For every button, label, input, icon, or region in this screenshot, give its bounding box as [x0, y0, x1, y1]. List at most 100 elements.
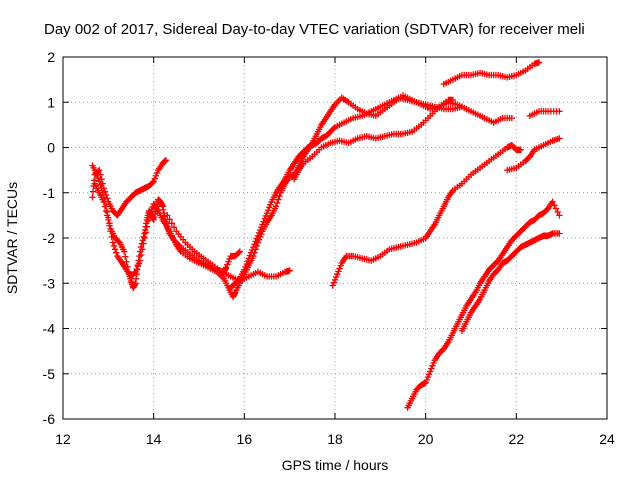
data-point	[242, 263, 249, 271]
data-point	[329, 282, 336, 289]
series-7	[440, 59, 543, 88]
data-point	[140, 240, 147, 247]
data-point	[96, 178, 103, 185]
data-point	[286, 267, 293, 274]
data-point	[276, 192, 283, 200]
data-point	[549, 198, 556, 205]
data-point	[430, 359, 437, 367]
data-point	[131, 269, 138, 277]
x-tick-label: 16	[237, 431, 253, 447]
series-6	[291, 96, 457, 183]
data-point	[111, 246, 119, 253]
data-point	[138, 251, 145, 259]
data-point	[254, 232, 262, 239]
y-axis-label: SDTVAR / TECUs	[4, 182, 20, 294]
data-point	[135, 260, 143, 267]
x-axis-label: GPS time / hours	[282, 457, 389, 473]
data-point	[275, 196, 282, 203]
y-tick-label: -2	[43, 230, 56, 246]
series-1	[89, 156, 170, 219]
data-point	[262, 212, 270, 220]
data-point	[104, 195, 111, 202]
data-point	[132, 268, 139, 276]
data-point	[168, 220, 175, 227]
data-point	[102, 207, 110, 215]
data-point	[223, 264, 230, 271]
x-tick-label: 12	[55, 431, 71, 447]
x-tick-label: 14	[146, 431, 162, 447]
chart-title: Day 002 of 2017, Sidereal Day-to-day VTE…	[44, 21, 585, 38]
x-tick-label: 22	[509, 431, 525, 447]
plot-area	[89, 59, 563, 411]
data-point	[252, 238, 259, 245]
series-8	[329, 142, 525, 289]
y-tick-label: -3	[43, 275, 56, 291]
data-point	[241, 266, 248, 273]
series-11	[404, 198, 563, 411]
data-point	[336, 265, 343, 272]
data-point	[267, 201, 274, 208]
data-point	[255, 229, 263, 237]
data-point	[428, 365, 435, 372]
data-point	[425, 371, 433, 378]
data-point	[108, 233, 115, 241]
data-point	[101, 203, 109, 210]
data-point	[272, 203, 280, 210]
data-point	[517, 146, 525, 153]
data-point	[93, 171, 101, 178]
data-point	[106, 222, 113, 229]
data-point	[147, 209, 154, 216]
data-point	[330, 279, 338, 286]
data-point	[556, 108, 563, 115]
data-point	[110, 242, 118, 250]
data-point	[224, 261, 231, 268]
data-point	[145, 212, 153, 219]
data-point	[243, 260, 250, 268]
data-point	[153, 169, 161, 177]
data-point	[164, 212, 171, 219]
data-point	[123, 258, 130, 265]
data-point	[89, 194, 96, 201]
data-point	[253, 235, 260, 242]
series-5	[227, 94, 466, 291]
data-point	[100, 198, 107, 205]
data-point	[250, 243, 257, 251]
data-point	[94, 174, 102, 182]
data-point	[552, 205, 560, 212]
data-point	[556, 212, 563, 219]
data-point	[330, 125, 338, 132]
data-point	[554, 208, 561, 216]
data-point	[249, 246, 256, 254]
data-point	[150, 178, 157, 185]
data-point	[115, 238, 122, 245]
data-point	[141, 234, 148, 242]
y-tick-label: 1	[47, 94, 55, 110]
data-point	[104, 212, 111, 219]
data-point	[170, 224, 178, 231]
data-point	[266, 204, 273, 211]
data-point	[508, 114, 515, 122]
data-point	[244, 257, 251, 265]
data-point	[148, 206, 155, 213]
data-point	[251, 241, 258, 248]
data-point	[259, 221, 266, 228]
y-tick-label: -6	[43, 411, 56, 427]
data-point	[235, 276, 242, 284]
data-point	[335, 268, 342, 275]
data-point	[556, 135, 563, 142]
x-tick-label: 24	[599, 431, 615, 447]
data-point	[247, 249, 255, 256]
data-point	[257, 226, 264, 234]
data-point	[334, 271, 341, 278]
series-9	[504, 135, 563, 174]
data-point	[424, 373, 432, 381]
data-point	[423, 376, 430, 384]
data-point	[140, 233, 147, 241]
data-point	[109, 239, 117, 246]
data-point	[166, 216, 173, 223]
data-point	[105, 216, 112, 224]
data-point	[261, 215, 268, 222]
data-point	[113, 249, 120, 256]
data-point	[122, 253, 129, 260]
